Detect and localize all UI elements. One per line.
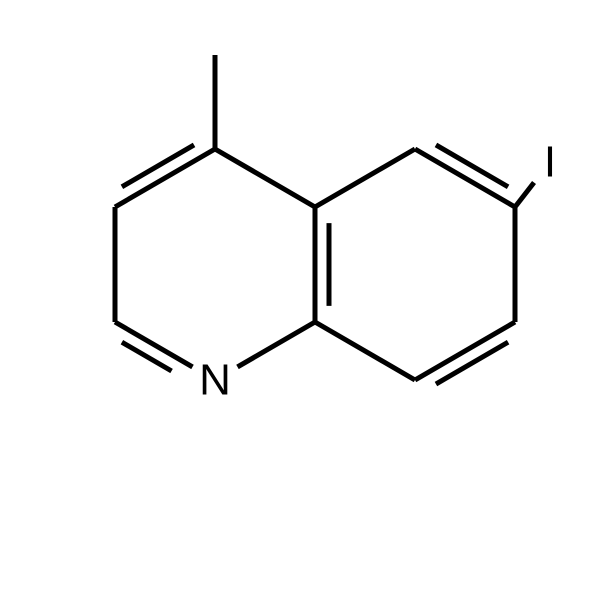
bond bbox=[215, 149, 315, 207]
bond bbox=[115, 149, 215, 207]
bond-inner bbox=[122, 342, 172, 371]
bond bbox=[415, 322, 515, 380]
bond bbox=[515, 183, 534, 207]
bond bbox=[237, 322, 315, 367]
bond bbox=[415, 149, 515, 207]
bond bbox=[315, 322, 415, 380]
bond bbox=[315, 149, 415, 207]
atom-label-n: N bbox=[199, 356, 231, 405]
atom-label-i: I bbox=[544, 138, 556, 187]
chemical-structure-diagram: NI bbox=[0, 0, 600, 600]
